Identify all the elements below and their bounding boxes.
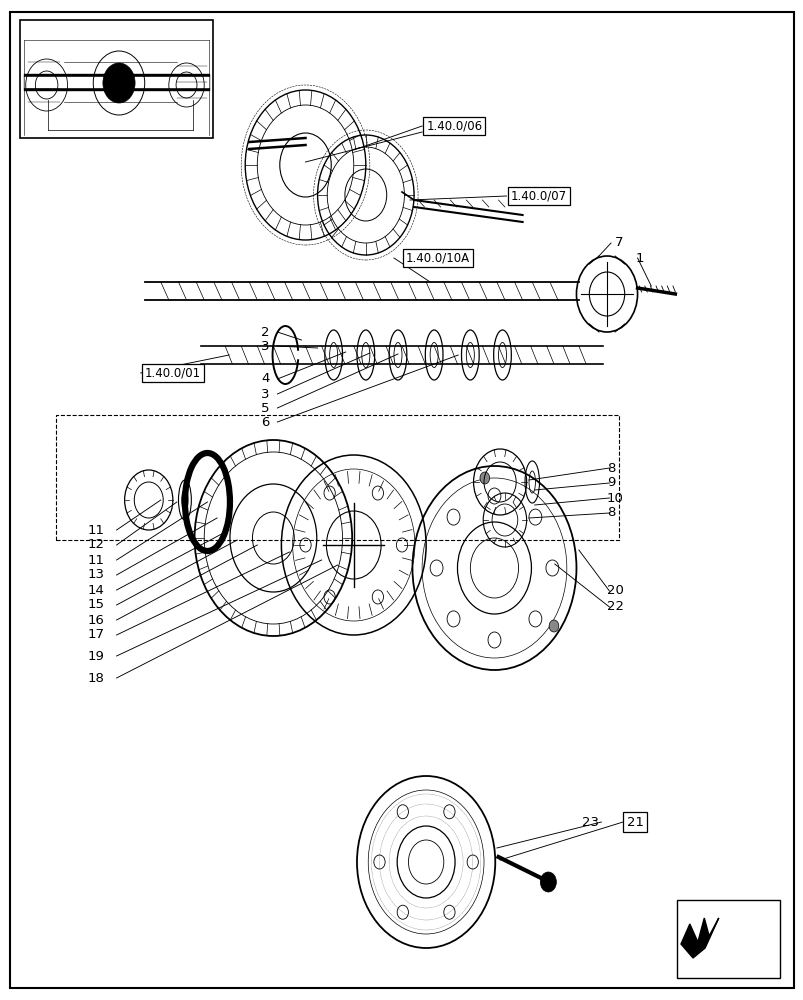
Text: 16: 16 (88, 613, 104, 626)
Text: 10: 10 (606, 491, 623, 504)
Text: 18: 18 (88, 672, 104, 684)
Text: 15: 15 (88, 598, 104, 611)
Circle shape (548, 620, 558, 632)
Text: 20: 20 (606, 584, 623, 597)
Text: 14: 14 (88, 584, 104, 596)
Text: 11: 11 (88, 524, 104, 536)
Circle shape (103, 63, 135, 103)
Text: 2: 2 (260, 326, 269, 338)
Text: 19: 19 (88, 650, 104, 662)
Text: 3: 3 (260, 387, 269, 400)
Text: 11: 11 (88, 554, 104, 566)
Text: 1.40.0/01: 1.40.0/01 (145, 366, 201, 379)
Text: 1.40.0/07: 1.40.0/07 (510, 190, 566, 202)
Circle shape (540, 872, 556, 892)
Text: 8: 8 (606, 506, 614, 520)
Text: 12: 12 (88, 538, 104, 552)
Bar (56, 415, 618, 540)
Text: 17: 17 (88, 629, 104, 642)
Text: 5: 5 (260, 401, 269, 414)
Text: 8: 8 (606, 462, 614, 475)
Text: 23: 23 (581, 816, 598, 828)
Text: 22: 22 (606, 600, 623, 613)
Circle shape (479, 472, 489, 484)
Text: 7: 7 (614, 236, 623, 249)
Text: 21: 21 (626, 816, 643, 828)
Bar (676, 900, 779, 978)
Text: 1.40.0/06: 1.40.0/06 (426, 119, 482, 132)
Text: 9: 9 (606, 477, 614, 489)
Text: 6: 6 (261, 416, 269, 428)
Text: 1.40.0/10A: 1.40.0/10A (406, 251, 470, 264)
Text: 13: 13 (88, 568, 104, 582)
Polygon shape (680, 918, 718, 958)
Text: 4: 4 (261, 372, 269, 385)
Bar (20, 20, 213, 138)
Text: 1: 1 (634, 251, 643, 264)
Text: 3: 3 (260, 340, 269, 353)
